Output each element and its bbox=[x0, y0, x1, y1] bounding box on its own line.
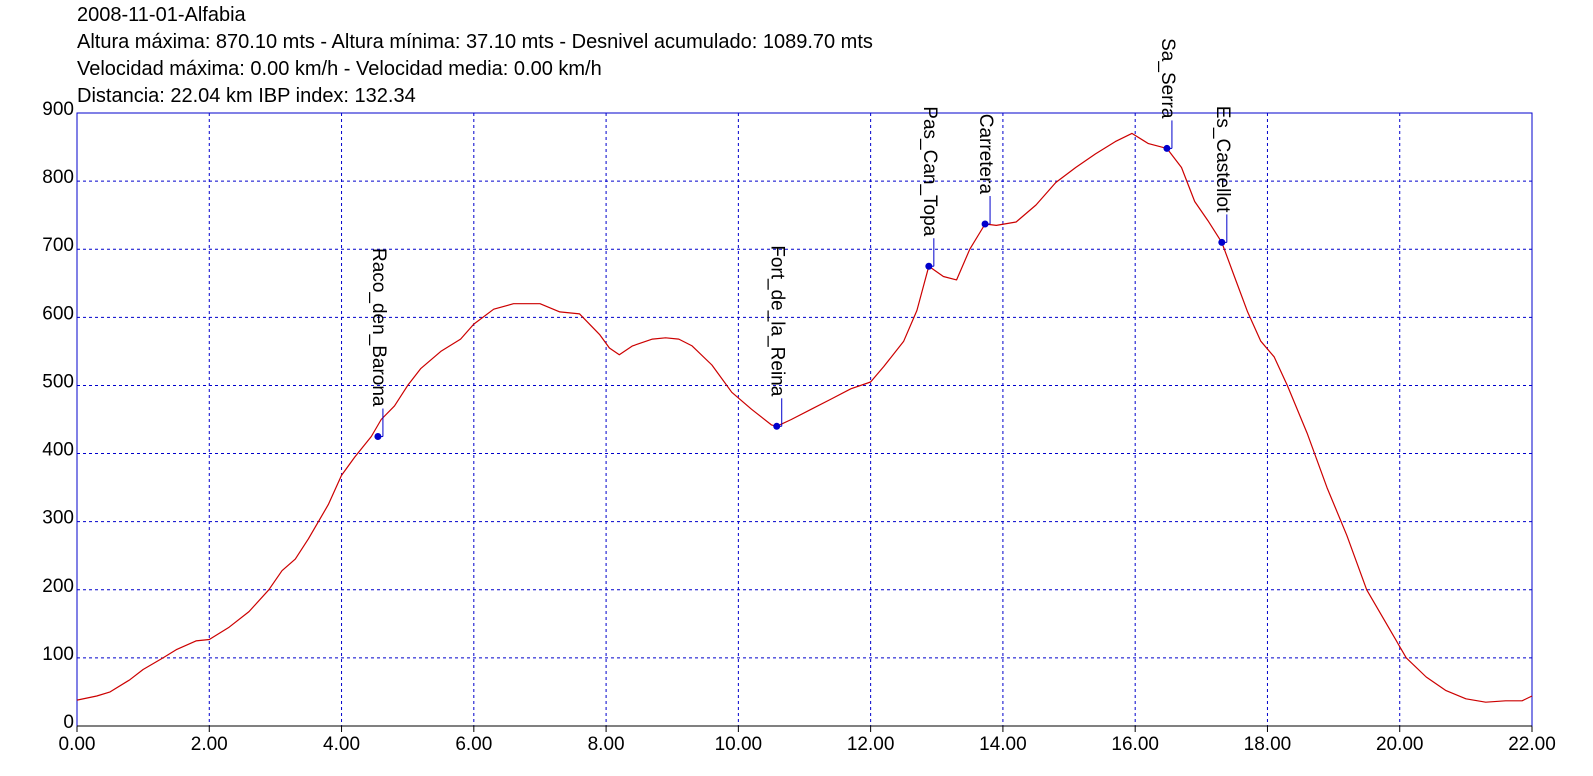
grid bbox=[77, 113, 1532, 726]
waypoint-marker bbox=[374, 433, 382, 441]
y-tick-label: 400 bbox=[42, 440, 74, 461]
distance-summary: Distancia: 22.04 km IBP index: 132.34 bbox=[77, 85, 416, 107]
waypoint-label: Sa_Serra bbox=[1157, 38, 1178, 119]
y-tick-label: 600 bbox=[42, 303, 74, 324]
x-tick-label: 12.00 bbox=[847, 734, 895, 755]
axes: 0.00 2.00 4.00 6.00 8.00 10.00 12.00 14.00 16.00… bbox=[42, 99, 1555, 755]
chart-header: 2008-11-01-Alfabia Altura máxima: 870.10… bbox=[77, 2, 873, 110]
y-tick-label: 0 bbox=[63, 712, 74, 733]
x-tick-label: 0.00 bbox=[59, 734, 96, 755]
x-tick-label: 10.00 bbox=[715, 734, 763, 755]
waypoint-label: Carretera bbox=[975, 114, 996, 195]
waypoint-marker bbox=[1218, 238, 1226, 246]
chart-title: 2008-11-01-Alfabia bbox=[77, 4, 246, 26]
waypoint-label: Raco_den_Barona bbox=[368, 248, 389, 407]
x-tick-label: 4.00 bbox=[323, 734, 360, 755]
x-tick-label: 16.00 bbox=[1111, 734, 1159, 755]
speed-summary: Velocidad máxima: 0.00 km/h - Velocidad … bbox=[77, 58, 602, 80]
y-tick-label: 700 bbox=[42, 235, 74, 256]
x-tick-label: 14.00 bbox=[979, 734, 1027, 755]
y-tick-label: 100 bbox=[42, 644, 74, 665]
x-tick-label: 20.00 bbox=[1376, 734, 1424, 755]
waypoint-marker bbox=[1163, 144, 1171, 152]
x-tick-label: 6.00 bbox=[455, 734, 492, 755]
x-tick-label: 18.00 bbox=[1244, 734, 1292, 755]
waypoint-marker bbox=[925, 262, 933, 270]
y-tick-label: 900 bbox=[42, 99, 74, 120]
waypoints: Raco_den_Barona Fort_de_la_Reina Pas_Can_T… bbox=[368, 38, 1233, 441]
x-tick-label: 8.00 bbox=[588, 734, 625, 755]
waypoint-label: Fort_de_la_Reina bbox=[767, 245, 788, 396]
y-tick-label: 500 bbox=[42, 371, 74, 392]
waypoint-marker bbox=[981, 220, 989, 228]
y-tick-label: 200 bbox=[42, 576, 74, 597]
plot-frame bbox=[76, 112, 1533, 727]
waypoint-marker bbox=[773, 422, 781, 430]
y-tick-label: 800 bbox=[42, 167, 74, 188]
series bbox=[76, 132, 1533, 703]
waypoint-label: Pas_Can_Topa bbox=[919, 106, 940, 236]
waypoint-label: Es_Castellot bbox=[1212, 106, 1233, 213]
altitude-summary: Altura máxima: 870.10 mts - Altura mínim… bbox=[77, 31, 873, 53]
x-tick-label: 2.00 bbox=[191, 734, 228, 755]
elevation-series-line bbox=[76, 132, 1533, 703]
y-tick-label: 300 bbox=[42, 508, 74, 529]
x-tick-label: 22.00 bbox=[1508, 734, 1556, 755]
